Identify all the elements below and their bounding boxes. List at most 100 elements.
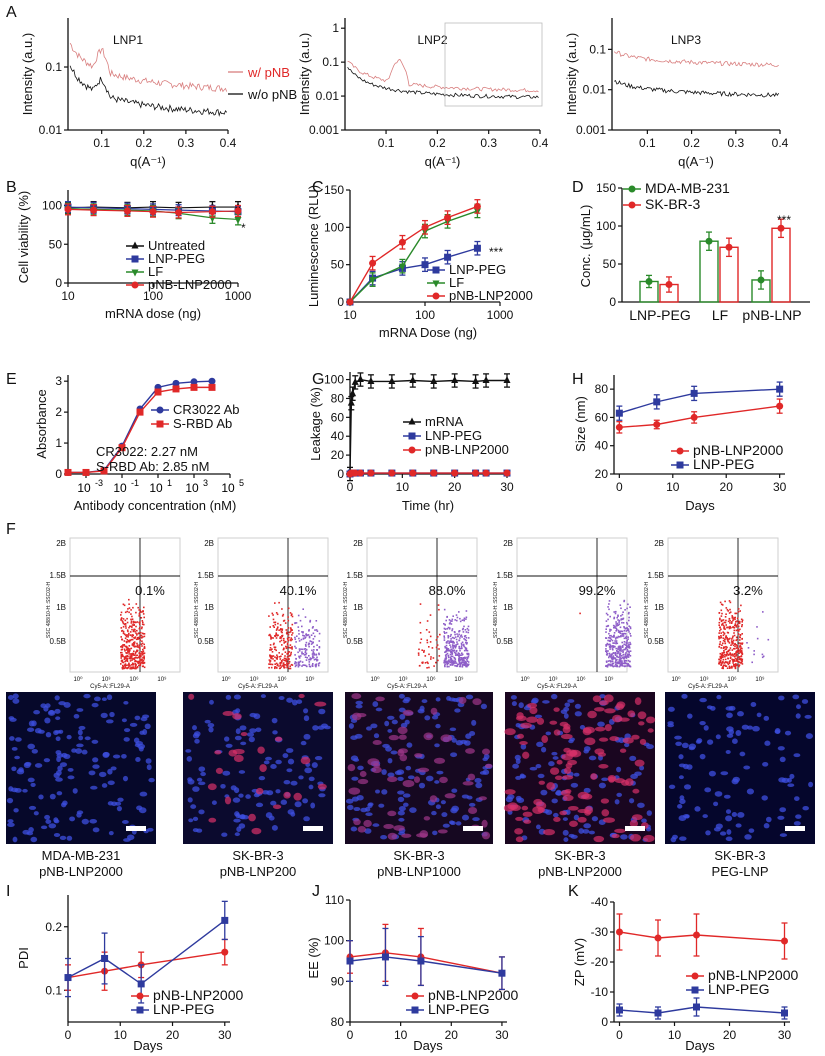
positive-event xyxy=(451,652,454,655)
positive-event xyxy=(626,623,629,625)
negative-event xyxy=(276,628,278,630)
nucleus xyxy=(198,809,205,815)
negative-event xyxy=(735,658,738,660)
nucleus xyxy=(677,804,683,809)
nucleus xyxy=(505,796,513,803)
image-caption: MDA-MB-231 xyxy=(42,848,121,863)
nucleus xyxy=(562,829,569,836)
positive-event xyxy=(623,648,625,651)
positive-event xyxy=(455,614,458,616)
negative-event xyxy=(734,616,736,619)
positive-event xyxy=(298,648,301,650)
negative-event xyxy=(741,633,743,635)
negative-event xyxy=(286,666,288,669)
negative-event xyxy=(277,622,279,625)
positive-event xyxy=(456,664,458,667)
nucleus xyxy=(23,762,31,769)
positive-event xyxy=(448,660,451,663)
y-tick-label: 0.2 xyxy=(45,920,62,934)
y-tick-label: 150 xyxy=(324,183,344,197)
mrna-signal xyxy=(240,732,248,737)
positive-event xyxy=(615,621,617,623)
positive-event xyxy=(308,629,310,631)
positive-event xyxy=(465,639,468,642)
x-tick-label: 0.2 xyxy=(135,136,152,150)
negative-event xyxy=(725,654,728,657)
negative-event xyxy=(730,627,732,629)
negative-event xyxy=(139,655,141,657)
negative-event xyxy=(283,642,285,644)
y-axis-label: EE (%) xyxy=(306,937,321,978)
nucleus xyxy=(578,828,584,834)
negative-event xyxy=(280,639,283,642)
negative-event xyxy=(133,643,135,646)
negative-event xyxy=(142,662,145,665)
y-tick-label: -40 xyxy=(591,895,609,909)
positive-event xyxy=(616,636,619,639)
flow-frame xyxy=(217,537,329,673)
k-series-1-point xyxy=(654,1009,662,1017)
mrna-signal xyxy=(504,728,516,736)
negative-event xyxy=(290,629,292,632)
negative-event xyxy=(141,637,143,639)
positive-event xyxy=(464,657,466,659)
x-axis-label: Antibody concentration (nM) xyxy=(74,498,237,513)
x-tick-label: 30 xyxy=(495,1028,509,1042)
negative-event xyxy=(128,607,131,609)
positive-event xyxy=(461,636,463,638)
j-series-1-point xyxy=(417,957,425,965)
positive-event xyxy=(463,638,465,640)
legend-label: LNP-PEG xyxy=(449,262,506,277)
nucleus xyxy=(66,734,72,740)
nucleus xyxy=(271,825,278,831)
nucleus xyxy=(56,769,62,776)
mrna-signal xyxy=(563,767,572,774)
positive-event xyxy=(301,665,303,667)
mrna-signal xyxy=(554,775,563,781)
nucleus xyxy=(48,710,55,715)
mrna-signal xyxy=(232,748,245,755)
gate-x-tick-label: 10³ xyxy=(250,677,259,683)
nucleus xyxy=(345,798,354,804)
image-caption: PEG-LNP xyxy=(711,864,768,879)
positive-event xyxy=(458,662,461,665)
positive-event xyxy=(444,663,446,665)
plot-title: LNP3 xyxy=(671,33,701,47)
positive-event xyxy=(445,619,447,622)
negative-event xyxy=(130,654,132,657)
positive-event xyxy=(312,651,315,653)
negative-event xyxy=(127,608,129,610)
negative-event xyxy=(732,619,734,622)
negative-event xyxy=(122,661,125,664)
negative-event xyxy=(725,661,728,663)
nucleus xyxy=(732,738,738,745)
negative-event xyxy=(273,626,275,628)
negative-event xyxy=(288,662,290,665)
positive-event xyxy=(317,663,320,665)
negative-event xyxy=(739,634,742,636)
mrna-signal xyxy=(248,813,256,822)
nucleus xyxy=(56,756,62,763)
negative-event xyxy=(143,623,145,626)
negative-event xyxy=(721,656,724,658)
mrna-signal xyxy=(603,817,615,823)
negative-event xyxy=(736,645,738,647)
negative-event xyxy=(134,663,137,665)
nucleus xyxy=(794,796,800,801)
negative-event xyxy=(739,642,742,645)
nucleus xyxy=(78,735,84,741)
b-series-3-point xyxy=(234,207,242,215)
positive-event xyxy=(460,642,463,645)
mrna-signal xyxy=(592,695,602,703)
nucleus xyxy=(283,779,291,785)
nucleus xyxy=(53,833,61,837)
positive-event xyxy=(454,636,457,638)
negative-event xyxy=(291,615,294,618)
negative-event xyxy=(291,664,294,666)
y-tick-label: -10 xyxy=(591,985,609,999)
nucleus xyxy=(129,722,138,727)
positive-event xyxy=(453,642,455,644)
negative-event xyxy=(132,634,134,637)
positive-event xyxy=(622,651,624,653)
negative-event xyxy=(140,661,143,664)
